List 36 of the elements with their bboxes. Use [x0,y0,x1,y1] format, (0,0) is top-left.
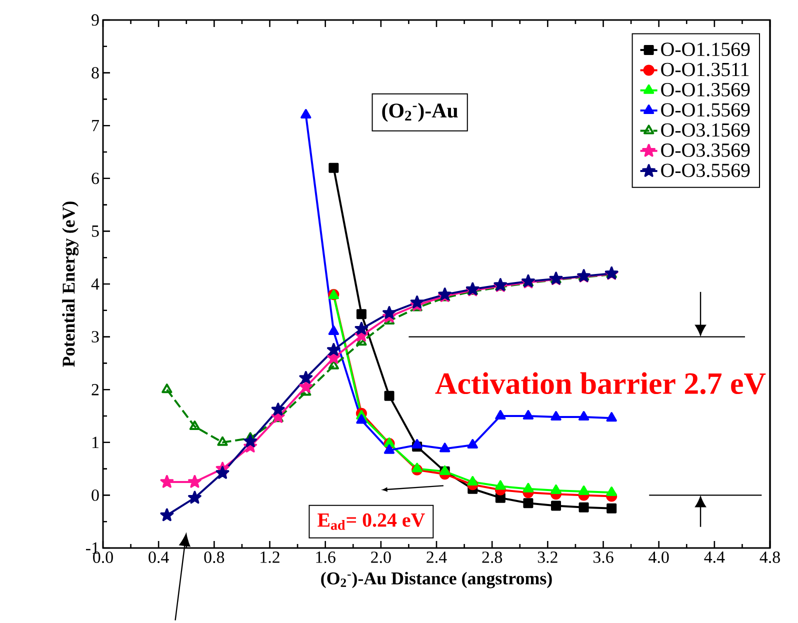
y-tick-label: 8 [92,67,99,79]
x-tick-label: 3.2 [538,552,558,563]
x-tick-label: 2.8 [482,552,502,564]
annotation: (O$_{2}$$^{-}$)-Au [382,102,458,122]
legend-label: O-O1.3511 [661,62,749,76]
legend-label: O-O1.1569 [661,42,750,56]
annotation: Activation barrier 2.7 eV [435,372,766,394]
x-tick-label: 3.6 [593,552,614,563]
x-tick-label: 4.0 [648,552,669,564]
y-axis-title: Potential Energy (eV) [62,202,79,367]
annotation: E$_{ad}$= 0.24 eV [318,513,425,530]
x-axis-title: (O$_{2}$$^{-}$)-Au Distance (angstroms) [321,572,552,588]
x-tick-label: 0.4 [148,552,169,564]
y-tick-label: 7 [92,120,99,132]
y-tick-label: 3 [92,331,99,342]
y-tick-label: 0 [92,489,99,501]
legend-label: O-O3.5569 [661,164,750,178]
x-tick-label: 4.4 [704,552,725,563]
x-tick-label: 0.0 [93,552,113,564]
x-tick-label: 2.0 [371,552,391,564]
y-tick-label: 5 [92,226,99,237]
legend-label: O-O1.5569 [661,103,750,117]
y-tick-label: 4 [91,278,100,290]
legend-label: O-O1.3569 [661,83,750,96]
x-tick-label: 1.2 [260,552,280,563]
y-tick-label: -1 [86,542,98,554]
x-tick-label: 4.8 [760,552,780,564]
legend-label: O-O3.1569 [661,123,750,137]
y-tick-label: 2 [92,384,99,396]
x-tick-label: 0.8 [204,552,224,564]
y-tick-label: 9 [92,14,99,26]
legend-label: O-O3.3569 [661,144,750,158]
y-tick-label: 1 [92,436,98,448]
y-tick-label: 6 [92,172,99,184]
x-tick-label: 1.6 [316,552,336,563]
x-tick-label: 2.4 [426,552,447,563]
